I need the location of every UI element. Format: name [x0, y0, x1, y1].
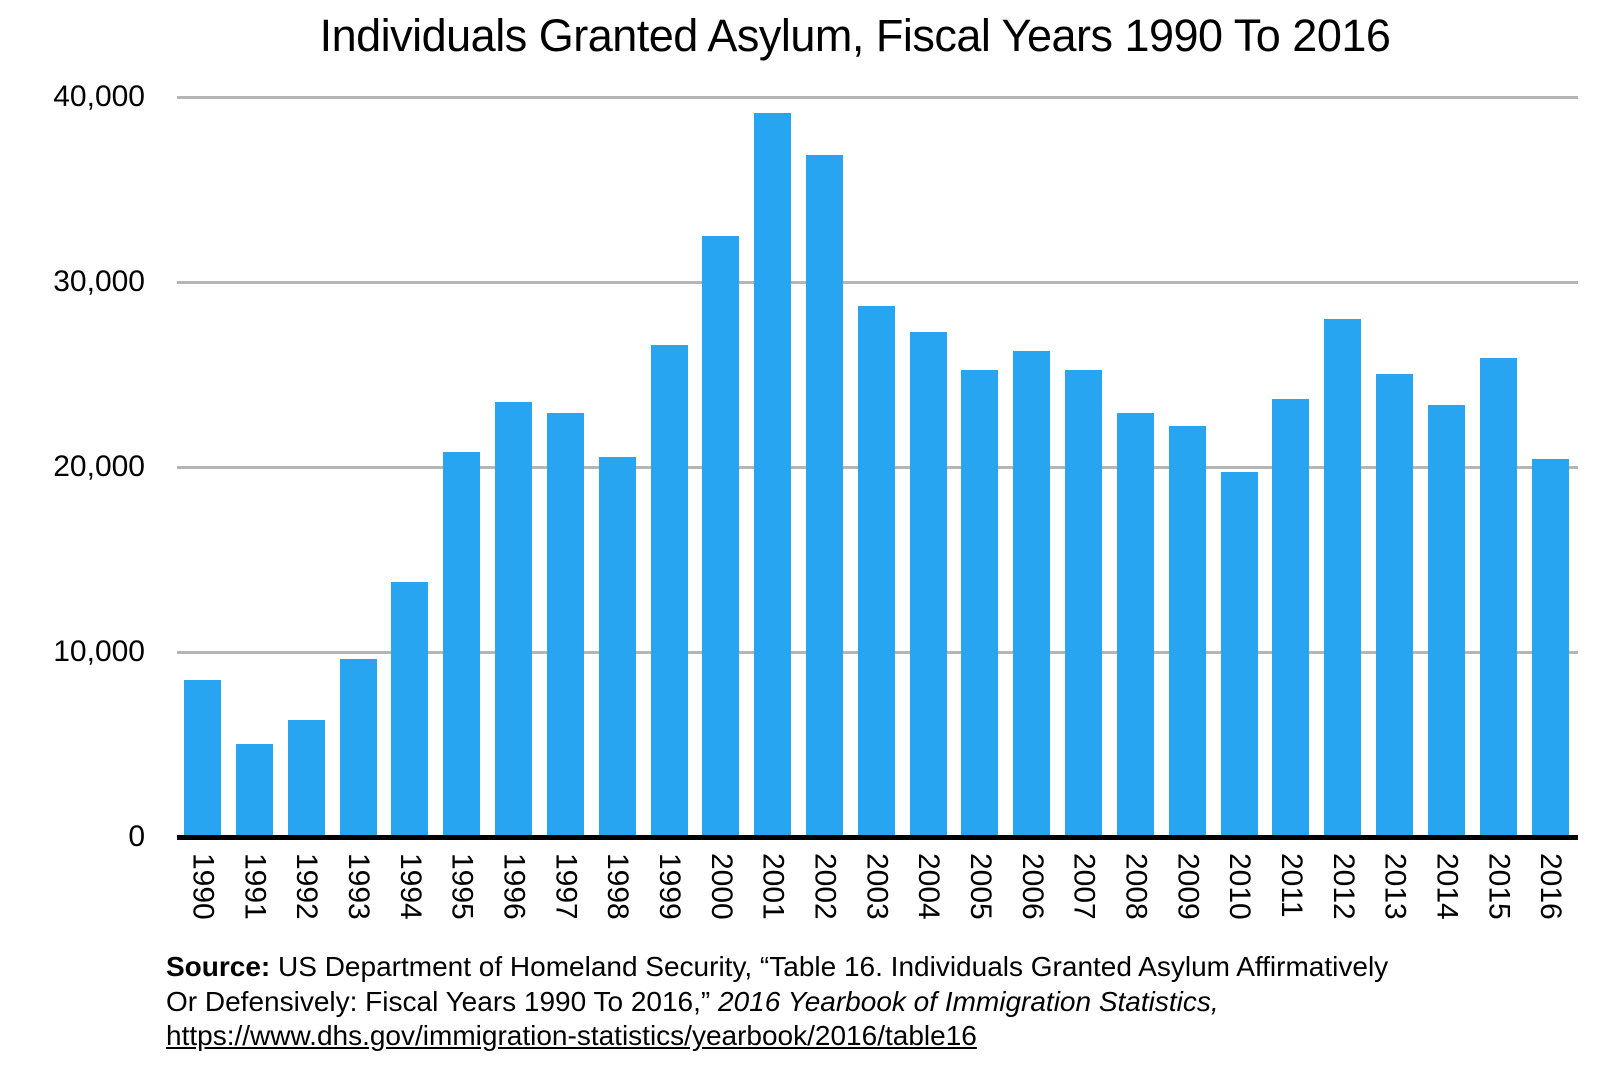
bar-1998 — [598, 457, 636, 837]
gridline-40000 — [177, 95, 1578, 99]
x-axis-tick-label-2006: 2006 — [1015, 853, 1049, 920]
x-axis-tick-label-2000: 2000 — [704, 853, 738, 920]
x-axis-tick-label-2014: 2014 — [1430, 853, 1464, 920]
x-axis-tick-label-2012: 2012 — [1326, 853, 1360, 920]
x-axis-tick-label-1999: 1999 — [653, 853, 686, 920]
bar-2002 — [806, 154, 843, 837]
bar-2004 — [909, 331, 947, 837]
x-axis-tick-label-1992: 1992 — [290, 853, 324, 920]
source-text-1: US Department of Homeland Security, “Tab… — [270, 951, 1389, 982]
x-axis-tick-label-1991: 1991 — [238, 853, 272, 920]
source-label: Source: — [166, 951, 271, 982]
x-axis-tick-label-2002: 2002 — [808, 853, 842, 920]
bar-1993 — [339, 658, 377, 837]
y-axis-tick-label-0: 0 — [128, 820, 145, 853]
y-axis-tick-label-20000: 20,000 — [53, 450, 145, 483]
x-axis-tick-label-2005: 2005 — [963, 853, 997, 920]
bar-1997 — [546, 412, 584, 837]
bar-2007 — [1065, 369, 1103, 837]
source-line-1: Source: US Department of Homeland Securi… — [166, 950, 1546, 985]
source-line-3: https://www.dhs.gov/immigration-statisti… — [166, 1019, 1546, 1054]
chart-title: Individuals Granted Asylum, Fiscal Years… — [319, 10, 1391, 61]
y-axis-tick-label-10000: 10,000 — [53, 635, 145, 668]
x-axis-tick-label-2016: 2016 — [1534, 853, 1568, 920]
x-axis-tick-label-1997: 1997 — [549, 853, 583, 920]
source-url-link[interactable]: https://www.dhs.gov/immigration-statisti… — [166, 1020, 977, 1051]
bar-1992 — [287, 720, 325, 837]
x-axis-tick-label-2001: 2001 — [756, 853, 790, 920]
x-axis-tick-label-2011: 2011 — [1274, 853, 1308, 918]
bar-2015 — [1479, 358, 1517, 837]
x-axis-tick-label-1998: 1998 — [601, 853, 635, 920]
x-axis-tick-label-2004: 2004 — [912, 853, 946, 920]
bar-2009 — [1168, 425, 1206, 837]
x-axis-tick-label-2009: 2009 — [1171, 853, 1205, 920]
y-axis-tick-label-30000: 30,000 — [53, 265, 145, 298]
x-axis-tick-label-1990: 1990 — [186, 853, 220, 920]
y-axis-tick-label-40000: 40,000 — [53, 80, 145, 113]
source-text-2: Or Defensively: Fiscal Years 1990 To 201… — [166, 985, 719, 1017]
bar-2012 — [1324, 318, 1362, 837]
bar-1996 — [495, 402, 532, 837]
bar-2011 — [1272, 399, 1310, 837]
x-axis-line — [177, 834, 1578, 840]
x-axis-tick-label-1996: 1996 — [497, 853, 531, 920]
x-axis-tick-label-2013: 2013 — [1378, 853, 1412, 920]
x-axis-tick-label-2008: 2008 — [1119, 853, 1153, 920]
x-axis-tick-label-1993: 1993 — [342, 853, 375, 920]
bar-2006 — [1013, 351, 1051, 837]
gridline-30000 — [177, 280, 1578, 284]
x-axis-tick-label-1994: 1994 — [393, 853, 427, 920]
bar-2000 — [702, 235, 740, 837]
bar-2003 — [857, 305, 895, 837]
x-axis-tick-label-2003: 2003 — [860, 853, 894, 920]
bar-2008 — [1116, 412, 1154, 837]
bar-1995 — [443, 452, 481, 837]
bar-1991 — [235, 743, 273, 837]
bar-1994 — [391, 581, 429, 837]
bar-2016 — [1531, 458, 1569, 837]
bar-1990 — [184, 680, 221, 837]
x-axis-tick-label-2007: 2007 — [1067, 853, 1101, 920]
source-note: Source: US Department of Homeland Securi… — [166, 950, 1546, 1054]
x-axis-tick-label-2015: 2015 — [1482, 853, 1516, 920]
bar-2001 — [754, 112, 792, 837]
x-axis-tick-label-1995: 1995 — [445, 853, 479, 920]
source-publication-title: 2016 Yearbook of Immigration Statistics, — [718, 985, 1219, 1017]
bar-2014 — [1427, 404, 1465, 837]
bar-2010 — [1220, 472, 1258, 837]
bar-2013 — [1376, 374, 1414, 837]
source-line-2: Or Defensively: Fiscal Years 1990 To 201… — [166, 985, 1546, 1020]
bar-2005 — [961, 369, 999, 837]
bar-1999 — [650, 345, 688, 837]
x-axis-tick-label-2010: 2010 — [1223, 853, 1257, 920]
